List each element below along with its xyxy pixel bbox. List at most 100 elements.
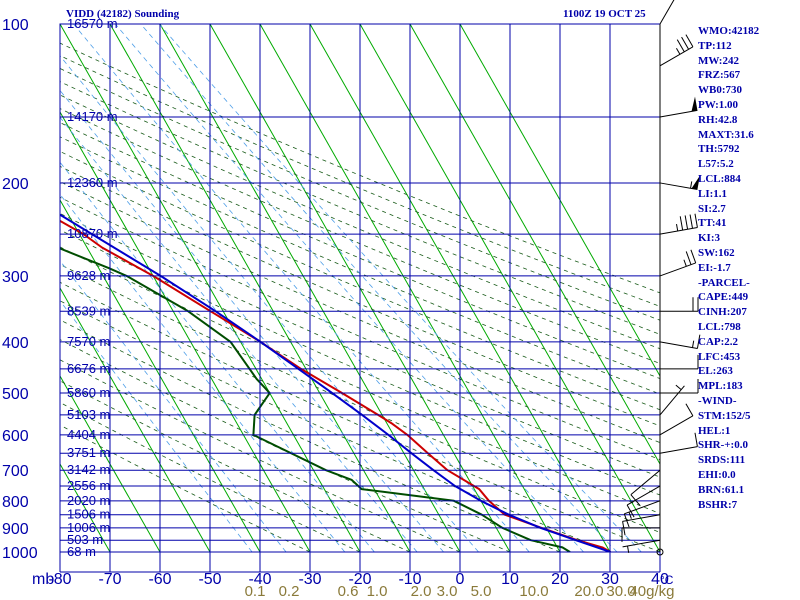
wind-barb xyxy=(659,34,694,67)
height-label: 4404 m xyxy=(67,427,110,442)
wind-barb-shaft xyxy=(659,385,685,416)
wind-barb xyxy=(659,213,698,235)
pressure-unit-label: mb xyxy=(32,571,54,588)
height-label: 503 m xyxy=(67,532,103,547)
wind-barb-flag xyxy=(689,214,693,229)
wind-barb-flag xyxy=(694,432,698,447)
wind-barb-half xyxy=(676,224,679,232)
pressure-tick-label: 600 xyxy=(2,428,29,445)
pressure-tick-label: 300 xyxy=(2,269,29,286)
wind-barb-half xyxy=(690,181,693,189)
dry-adiabat xyxy=(60,94,660,350)
wind-barb xyxy=(622,539,661,553)
wind-barb-half xyxy=(692,340,695,348)
height-label: 1506 m xyxy=(67,507,110,522)
wind-barb xyxy=(659,403,694,436)
wind-barb-flag xyxy=(679,216,684,231)
mixing-ratio-label: 20.0 xyxy=(574,583,603,600)
wind-barb-shaft xyxy=(659,341,698,349)
wind-barb xyxy=(659,96,698,118)
dry-adiabat xyxy=(60,81,660,335)
wind-barb-flag xyxy=(685,403,694,417)
wind-barb xyxy=(622,514,661,536)
mixing-ratio-label: 1.0 xyxy=(367,583,388,600)
mixing-ratio-label: 30.0 xyxy=(606,583,635,600)
index-item: CINH:207 xyxy=(698,306,747,319)
index-item: BRN:61.1 xyxy=(698,483,745,496)
dry-adiabat xyxy=(60,150,660,411)
dry-adiabat xyxy=(60,55,660,307)
wind-barb-flag xyxy=(676,39,685,53)
height-label: 9628 m xyxy=(67,268,110,283)
chart-title: VIDD (42182) Sounding xyxy=(66,8,180,20)
wind-barb xyxy=(623,500,661,528)
wind-barb-shaft xyxy=(659,182,698,191)
wind-barb-flag xyxy=(630,494,641,506)
height-label: 2020 m xyxy=(67,493,110,508)
temp-tick-label: -70 xyxy=(98,571,121,588)
mixing-ratio-line xyxy=(73,24,530,552)
temp-tick-label: -60 xyxy=(148,571,171,588)
wind-barb-shaft xyxy=(626,485,661,506)
dewpoint-line xyxy=(60,247,571,552)
index-item: HEL:1 xyxy=(698,424,731,437)
height-label: 7570 m xyxy=(67,334,110,349)
index-item: LFC:453 xyxy=(698,350,741,363)
wind-barb xyxy=(660,354,699,370)
index-item: TP:112 xyxy=(698,39,732,52)
index-item: TH:5792 xyxy=(698,143,740,156)
mixing-ratio-line xyxy=(60,260,287,552)
index-item: MPL:183 xyxy=(698,380,743,393)
wind-barb-shaft xyxy=(622,514,661,522)
mixing-ratio-line xyxy=(158,24,642,552)
dry-adiabat xyxy=(60,196,660,461)
temp-tick-label: -10 xyxy=(398,571,421,588)
height-label: 5103 m xyxy=(67,407,110,422)
wind-barb xyxy=(659,175,700,191)
index-item: CAPE:449 xyxy=(698,291,749,304)
wind-barb-half xyxy=(628,511,632,519)
wind-barb-shaft xyxy=(659,46,694,67)
wind-barb-flag xyxy=(696,334,701,349)
index-item: -WIND- xyxy=(698,394,737,407)
wind-barb-shaft xyxy=(659,0,675,25)
wind-barb-shaft xyxy=(659,446,698,454)
wind-barb-flag xyxy=(681,36,690,50)
index-item: EI:-1.7 xyxy=(698,261,731,274)
index-item: -PARCEL- xyxy=(698,276,750,289)
index-item: SI:2.7 xyxy=(698,202,726,215)
dry-adiabat xyxy=(60,108,660,364)
temp-tick-label: -50 xyxy=(198,571,221,588)
wind-barb-half xyxy=(683,259,687,267)
index-item: EHI:0.0 xyxy=(698,468,736,481)
mixing-ratio-label: 10.0 xyxy=(519,583,548,600)
wind-barb-shaft xyxy=(659,415,694,436)
index-item: MAXT:31.6 xyxy=(698,128,754,141)
dry-adiabat xyxy=(60,213,660,478)
wind-barb-flag xyxy=(622,521,626,536)
height-label: 8539 m xyxy=(67,303,110,318)
wind-barb-flag xyxy=(690,249,697,264)
index-item: PW:1.00 xyxy=(698,98,739,111)
plot-area xyxy=(60,24,660,552)
mixing-ratio-line xyxy=(140,24,618,552)
index-item: CAP:2.2 xyxy=(698,335,739,348)
index-item: BSHR:7 xyxy=(698,498,738,511)
wind-barb xyxy=(630,469,661,506)
mixing-ratio-label: 0.2 xyxy=(279,583,300,600)
dry-adiabat xyxy=(60,246,660,514)
wind-barb-shaft xyxy=(630,469,661,496)
height-label: 3142 m xyxy=(67,462,110,477)
index-item: SRDS:111 xyxy=(698,454,746,467)
height-label: 2556 m xyxy=(67,478,110,493)
index-item: STM:152/5 xyxy=(698,409,751,422)
wind-barb-pennant xyxy=(691,96,698,112)
dry-adiabat xyxy=(60,136,660,395)
wind-barb xyxy=(626,485,661,518)
pressure-tick-label: 100 xyxy=(2,17,29,34)
wind-barb-shaft xyxy=(659,227,698,235)
wind-barb xyxy=(621,527,660,542)
pressure-tick-label: 800 xyxy=(2,494,29,511)
index-item: FRZ:567 xyxy=(698,69,741,82)
